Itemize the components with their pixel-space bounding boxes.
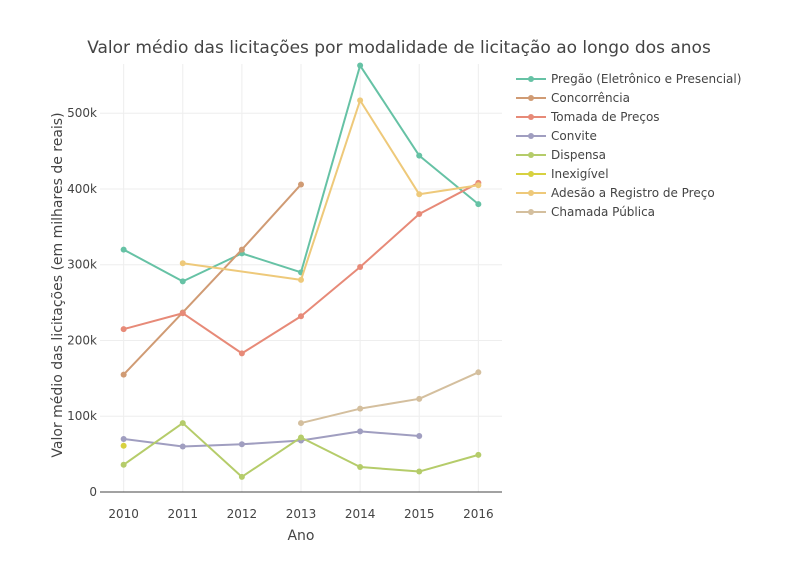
x-tick-label: 2016 [463,507,494,521]
series-line [122,183,302,376]
data-point [416,395,423,402]
data-point [298,276,304,283]
data-point [357,428,364,435]
data-point [179,443,186,450]
y-tick-label: 500k [67,106,97,120]
legend-label: Chamada Pública [551,205,655,219]
series-line [300,371,479,425]
x-tick-label: 2014 [345,507,376,521]
y-tick-label: 100k [67,409,97,423]
legend-marker [528,95,534,101]
legend-marker [528,171,534,177]
data-point [357,464,364,471]
legend-item: Inexigível [516,167,609,181]
legend-label: Concorrência [551,91,630,105]
data-point [120,442,127,449]
data-point [298,313,304,320]
legend-item: Chamada Pública [516,205,655,219]
data-point [416,191,423,198]
y-tick-label: 400k [67,182,97,196]
data-point [120,461,127,468]
data-point [475,182,482,189]
data-point [416,432,423,439]
data-point [475,369,482,376]
legend-label: Tomada de Preços [550,110,660,124]
data-point [179,278,186,285]
legend-item: Concorrência [516,91,630,105]
data-point [475,201,482,208]
chart-title: Valor médio das licitações por modalidad… [87,38,711,58]
legend-item: Dispensa [516,148,606,162]
series-group [120,428,423,450]
data-point [475,451,482,458]
data-point [179,260,186,267]
data-point [416,152,423,159]
y-tick-label: 200k [67,333,97,347]
legend-item: Pregão (Eletrônico e Presencial) [516,72,741,86]
data-point [120,246,127,253]
legend-label: Inexigível [551,167,609,181]
data-point [298,434,304,441]
legend: Pregão (Eletrônico e Presencial) Concorrê… [516,72,741,219]
legend-label: Adesão a Registro de Preço [551,186,715,200]
legend-marker [528,114,534,120]
y-axis-title: Valor médio das licitações (em milhares … [50,112,66,457]
legend-label: Dispensa [551,148,606,162]
series-group [179,97,482,283]
legend-marker [528,209,534,215]
data-point [120,371,127,378]
data-point [357,405,364,412]
series-group [120,420,482,480]
data-point [357,264,364,271]
series-line [123,430,420,448]
series-group [120,181,304,378]
data-point [416,210,423,217]
series-group [120,442,127,449]
legend-marker [528,152,534,158]
data-point [416,468,423,475]
series-group [298,369,482,427]
y-tick-label: 300k [67,258,97,272]
data-point [298,420,304,427]
data-point [357,62,364,69]
data-point [238,473,245,480]
x-axis-title: Ano [287,528,314,544]
data-point [238,246,245,253]
data-point [238,441,245,448]
legend-item: Adesão a Registro de Preço [516,186,715,200]
grid [100,64,502,492]
y-tick-label: 0 [89,485,97,499]
x-tick-label: 2012 [227,507,258,521]
legend-item: Convite [516,129,597,143]
legend-label: Convite [551,129,597,143]
series [120,62,482,480]
data-point [298,181,304,188]
legend-marker [528,133,534,139]
x-tick-label: 2011 [167,507,198,521]
legend-item: Tomada de Preços [516,110,660,124]
data-point [120,326,127,333]
data-point [179,420,186,427]
data-point [238,350,245,357]
x-tick-label: 2015 [404,507,435,521]
x-tick-label: 2013 [286,507,317,521]
legend-marker [528,190,534,196]
data-point [179,310,186,317]
data-point [357,97,364,104]
axes: 2010 2011 2012 2013 2014 2015 2016 0 100k 200k 300… [67,106,502,521]
x-tick-label: 2010 [108,507,139,521]
series-line [182,99,479,281]
legend-label: Pregão (Eletrônico e Presencial) [551,72,741,86]
legend-marker [528,76,534,82]
data-point [120,435,127,442]
